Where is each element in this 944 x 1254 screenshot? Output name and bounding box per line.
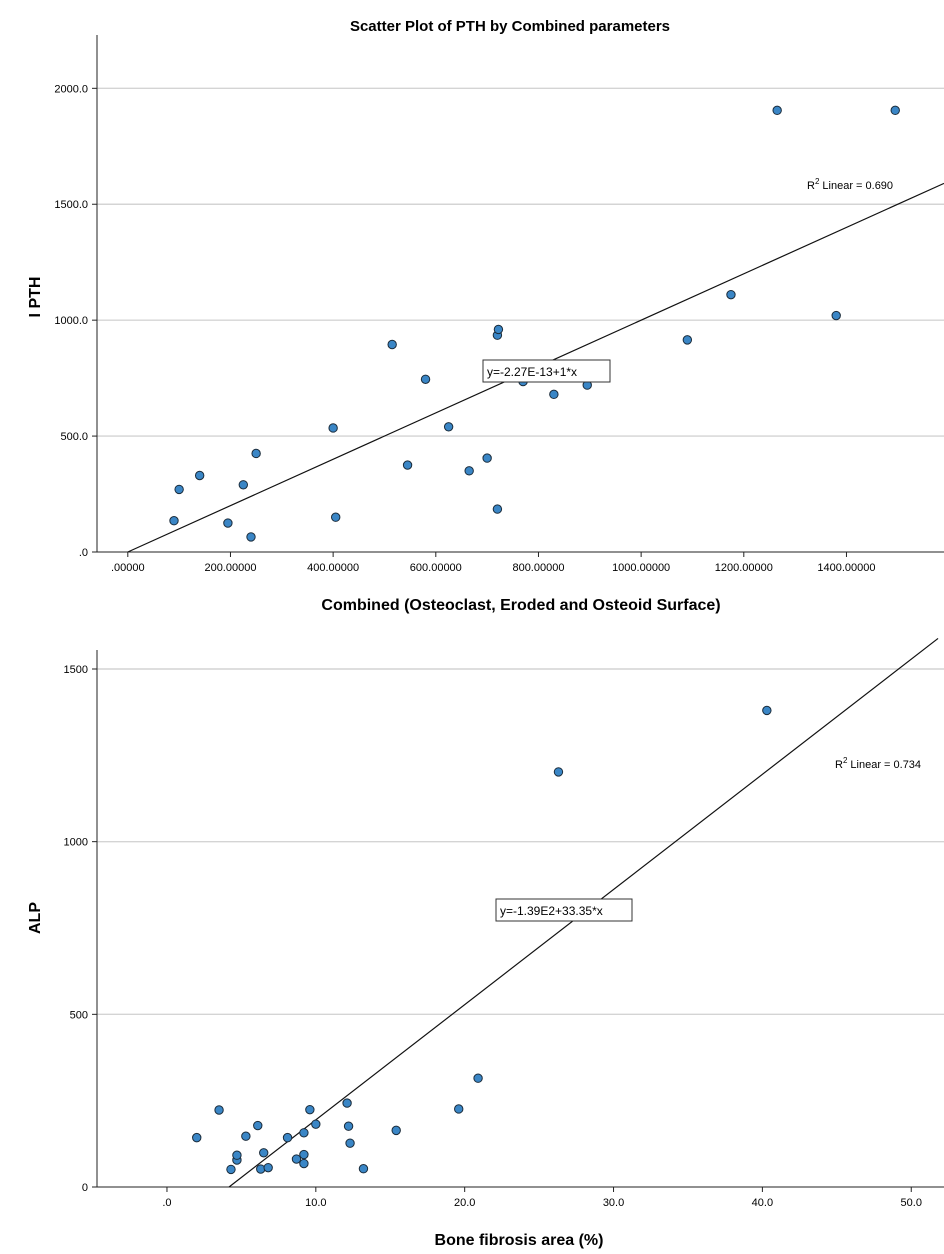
data-point	[343, 1121, 354, 1131]
equation-box-frame	[482, 359, 611, 383]
data-point	[402, 460, 413, 470]
data-point	[192, 1132, 202, 1143]
y-axis-label: I PTH	[27, 277, 44, 318]
x-tick-label: 400.00000	[307, 562, 359, 574]
x-axis-label: Bone fibrosis area (%)	[435, 1232, 604, 1249]
x-tick-label: .0	[162, 1197, 171, 1209]
data-point	[553, 767, 564, 777]
equation-box-frame	[495, 898, 633, 922]
data-point	[328, 423, 338, 433]
data-point	[726, 289, 736, 300]
r-squared-label: R2 Linear = 0.734	[835, 756, 921, 771]
data-point	[772, 105, 782, 116]
y-tick-label: 0	[82, 1182, 88, 1194]
data-point	[482, 453, 492, 463]
x-tick-label: 10.0	[305, 1197, 326, 1209]
pth-scatter-chart: Scatter Plot of PTH by Combined paramete…	[27, 18, 944, 614]
x-tick-labels: .0 10.0 20.0 30.0 40.0 50.0	[162, 1187, 922, 1209]
data-point	[387, 339, 397, 350]
data-point	[473, 1073, 483, 1083]
x-tick-label: .00000	[111, 562, 145, 574]
y-tick-label: 1000	[64, 837, 88, 849]
data-point	[214, 1105, 224, 1115]
data-point	[194, 470, 205, 481]
data-point	[454, 1104, 464, 1114]
x-tick-label: 800.00000	[512, 562, 564, 574]
data-point	[241, 1131, 251, 1141]
x-tick-label: 1400.00000	[817, 562, 875, 574]
data-point	[291, 1154, 302, 1164]
y-tick-label: 2000.0	[54, 83, 88, 95]
data-point	[174, 484, 184, 495]
data-point	[492, 504, 503, 514]
y-tick-labels: 0 500 1000 1500	[64, 664, 97, 1194]
x-tick-label: 40.0	[752, 1197, 773, 1209]
r-squared-label: R2 Linear = 0.690	[807, 177, 893, 192]
data-point	[305, 1104, 315, 1115]
data-point	[169, 516, 179, 526]
x-axis-label: Combined (Osteoclast, Eroded and Osteoid…	[321, 597, 720, 614]
alp-scatter-chart: 0 500 1000 1500 .0 10.0 20.0 30.0 40.0 50.0 R2 Li…	[27, 637, 944, 1249]
data-point	[256, 1164, 266, 1174]
data-point	[223, 518, 233, 528]
y-axis-label: ALP	[27, 902, 44, 934]
x-tick-label: 50.0	[901, 1197, 922, 1209]
data-point	[890, 105, 900, 116]
equation-box: y=-2.27E-13+1*x	[482, 359, 611, 383]
data-point	[259, 1148, 269, 1158]
x-tick-labels: .00000 200.00000 400.00000 600.00000 800.000…	[111, 552, 876, 574]
equation-box: y=-1.39E2+33.35*x	[495, 898, 633, 922]
y-tick-label: 1500	[64, 664, 88, 676]
y-tick-labels: .0 500.0 1000.0 1500.0 2000.0	[54, 83, 97, 559]
x-tick-label: 600.00000	[410, 562, 462, 574]
data-point	[251, 448, 261, 459]
y-tick-label: 1000.0	[54, 315, 88, 327]
data-points	[169, 105, 900, 542]
y-tick-label: 1500.0	[54, 199, 88, 211]
y-tick-label: 500	[70, 1009, 88, 1021]
data-point	[831, 310, 841, 321]
data-point	[238, 480, 249, 490]
data-point	[282, 1132, 293, 1143]
data-point	[420, 374, 431, 384]
data-point	[232, 1150, 242, 1160]
data-point	[762, 705, 772, 716]
x-tick-label: 1200.00000	[715, 562, 773, 574]
data-points	[192, 705, 772, 1175]
data-point	[299, 1149, 309, 1160]
x-tick-label: 20.0	[454, 1197, 475, 1209]
x-tick-label: 30.0	[603, 1197, 624, 1209]
data-point	[299, 1158, 309, 1169]
data-point	[246, 532, 256, 542]
chart-title: Scatter Plot of PTH by Combined paramete…	[350, 18, 670, 35]
equation-label: y=-1.39E2+33.35*x	[500, 904, 603, 918]
data-point	[443, 422, 454, 432]
data-point	[549, 389, 559, 400]
data-point	[493, 324, 504, 335]
data-point	[253, 1120, 263, 1131]
equation-label: y=-2.27E-13+1*x	[487, 365, 577, 379]
data-point	[331, 512, 341, 522]
data-point	[263, 1162, 273, 1173]
data-point	[342, 1098, 352, 1108]
x-tick-label: 1000.00000	[612, 562, 670, 574]
data-point	[299, 1128, 309, 1138]
x-tick-label: 200.00000	[204, 562, 256, 574]
data-point	[464, 466, 474, 476]
data-point	[311, 1119, 321, 1129]
y-tick-label: 500.0	[60, 431, 88, 443]
data-point	[358, 1163, 369, 1174]
data-point	[226, 1164, 236, 1175]
data-point	[391, 1125, 401, 1136]
data-point	[345, 1138, 355, 1148]
y-tick-label: .0	[79, 547, 88, 559]
data-point	[682, 335, 693, 345]
gridlines	[97, 668, 944, 1016]
gridlines	[97, 87, 944, 437]
